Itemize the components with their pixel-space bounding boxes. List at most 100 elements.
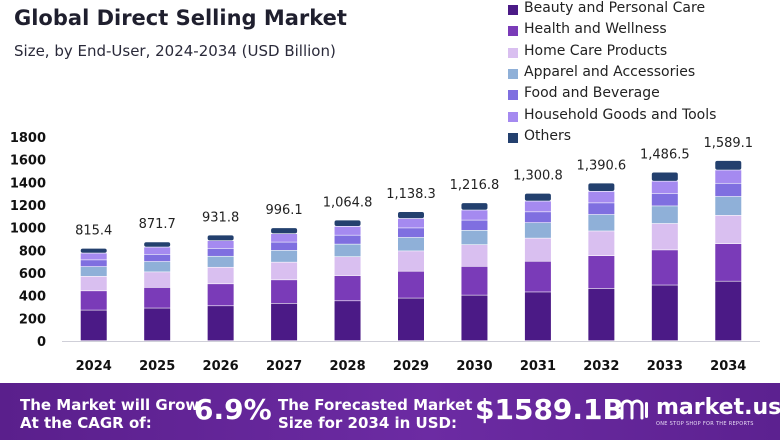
bar-segment: [144, 308, 171, 341]
data-label: 871.7: [139, 217, 176, 232]
data-label: 815.4: [75, 224, 112, 239]
bar-segment: [715, 170, 742, 183]
bar-segment: [461, 203, 488, 210]
legend-swatch: [508, 111, 518, 122]
bar-segment: [80, 276, 107, 291]
stacked-bar-chart: 0 200 400 600 800 1000 1200 1400 1600 1800 815.4 20…: [10, 131, 760, 374]
bar-segment: [334, 220, 361, 227]
bar-segment: [207, 235, 234, 241]
bar-segment: [271, 303, 298, 341]
bar-segment: [588, 183, 615, 192]
x-tick-label: 2032: [583, 359, 619, 374]
bar-segment: [271, 280, 298, 304]
bar-segment: [334, 275, 361, 301]
data-label: 1,589.1: [703, 136, 753, 151]
legend-item: Beauty and Personal Care: [508, 0, 778, 20]
bar-segment: [715, 160, 742, 170]
bar-segment: [398, 237, 424, 251]
legend-swatch: [508, 26, 518, 37]
bar-segment: [271, 234, 298, 242]
bar-segment: [524, 212, 551, 223]
legend-swatch: [508, 47, 518, 58]
bar-segment: [271, 228, 298, 234]
bar-segment: [651, 181, 678, 194]
legend-label: Others: [524, 127, 572, 144]
bar-segment: [144, 247, 171, 255]
bar-segment: [334, 301, 361, 341]
data-label: 1,064.8: [323, 195, 373, 210]
bar-segment: [651, 223, 678, 250]
bar-segment: [398, 228, 424, 238]
y-tick-label: 1400: [10, 176, 46, 191]
bar-segment: [715, 183, 742, 197]
cagr-caption-line2: At the CAGR of:: [20, 414, 152, 432]
legend-swatch: [508, 132, 518, 143]
legend-label: Household Goods and Tools: [524, 106, 717, 123]
bar-segment: [144, 272, 171, 288]
bar-segment: [461, 295, 488, 341]
bar-segment: [80, 266, 107, 277]
bar-segment: [334, 257, 361, 276]
x-tick-label: 2027: [266, 359, 302, 374]
bar-segment: [524, 261, 551, 292]
legend-label: Beauty and Personal Care: [524, 0, 706, 16]
legend-item: Health and Wellness: [508, 21, 778, 41]
legend-label: Apparel and Accessories: [524, 63, 696, 80]
bar-segment: [144, 254, 171, 262]
bar-segment: [715, 196, 742, 216]
bar-segment: [207, 267, 234, 284]
bar-segment: [524, 223, 551, 238]
legend-item: Others: [508, 128, 778, 148]
bar-segment: [207, 306, 234, 341]
bar-segment: [588, 288, 615, 341]
bar-segment: [461, 210, 488, 220]
bar-segment: [207, 284, 234, 306]
data-label: 1,390.6: [577, 158, 627, 173]
legend-label: Food and Beverage: [524, 85, 660, 102]
legend-item: Home Care Products: [508, 43, 778, 63]
bar-segment: [398, 218, 424, 228]
x-tick-label: 2034: [710, 359, 746, 374]
bar-segment: [588, 214, 615, 231]
bar-segment: [461, 220, 488, 231]
y-tick-label: 600: [19, 267, 46, 282]
bar-segment: [334, 235, 361, 244]
forecast-value: $1589.1B: [475, 393, 624, 426]
bar-segment: [651, 172, 678, 181]
legend-item: Apparel and Accessories: [508, 64, 778, 84]
x-tick-label: 2028: [329, 359, 365, 374]
x-tick-label: 2031: [520, 359, 556, 374]
y-tick-label: 1800: [10, 131, 46, 146]
data-label: 931.8: [202, 210, 239, 225]
legend-label: Home Care Products: [524, 42, 668, 59]
bar-segment: [588, 231, 615, 256]
bar-segment: [398, 251, 424, 271]
bar-segment: [588, 256, 615, 289]
y-tick-label: 800: [19, 244, 46, 259]
bar-segment: [588, 203, 615, 215]
bar-segment: [651, 193, 678, 206]
bar-segment: [715, 215, 742, 244]
bar-segment: [715, 243, 742, 281]
bar-segment: [80, 310, 107, 341]
y-tick-label: 200: [19, 312, 46, 327]
bar-segment: [334, 226, 361, 235]
x-tick-label: 2026: [203, 359, 239, 374]
bar-segment: [461, 266, 488, 295]
x-tick-label: 2029: [393, 359, 429, 374]
bar-segment: [398, 298, 424, 341]
x-tick-label: 2025: [139, 359, 175, 374]
brand-name: market.us: [656, 395, 780, 420]
data-label: 1,216.8: [450, 178, 500, 193]
y-tick-label: 1000: [10, 222, 46, 237]
bar-segment: [80, 260, 107, 267]
bar-segment: [524, 292, 551, 341]
bar-segment: [524, 238, 551, 261]
brand-tagline: ONE STOP SHOP FOR THE REPORTS: [656, 421, 754, 427]
bar-segment: [461, 245, 488, 267]
bar-segment: [207, 248, 234, 256]
bar-segment: [461, 230, 488, 245]
y-tick-label: 1600: [10, 154, 46, 169]
data-label: 1,138.3: [386, 187, 436, 202]
market-us-logo-icon: [620, 399, 648, 420]
